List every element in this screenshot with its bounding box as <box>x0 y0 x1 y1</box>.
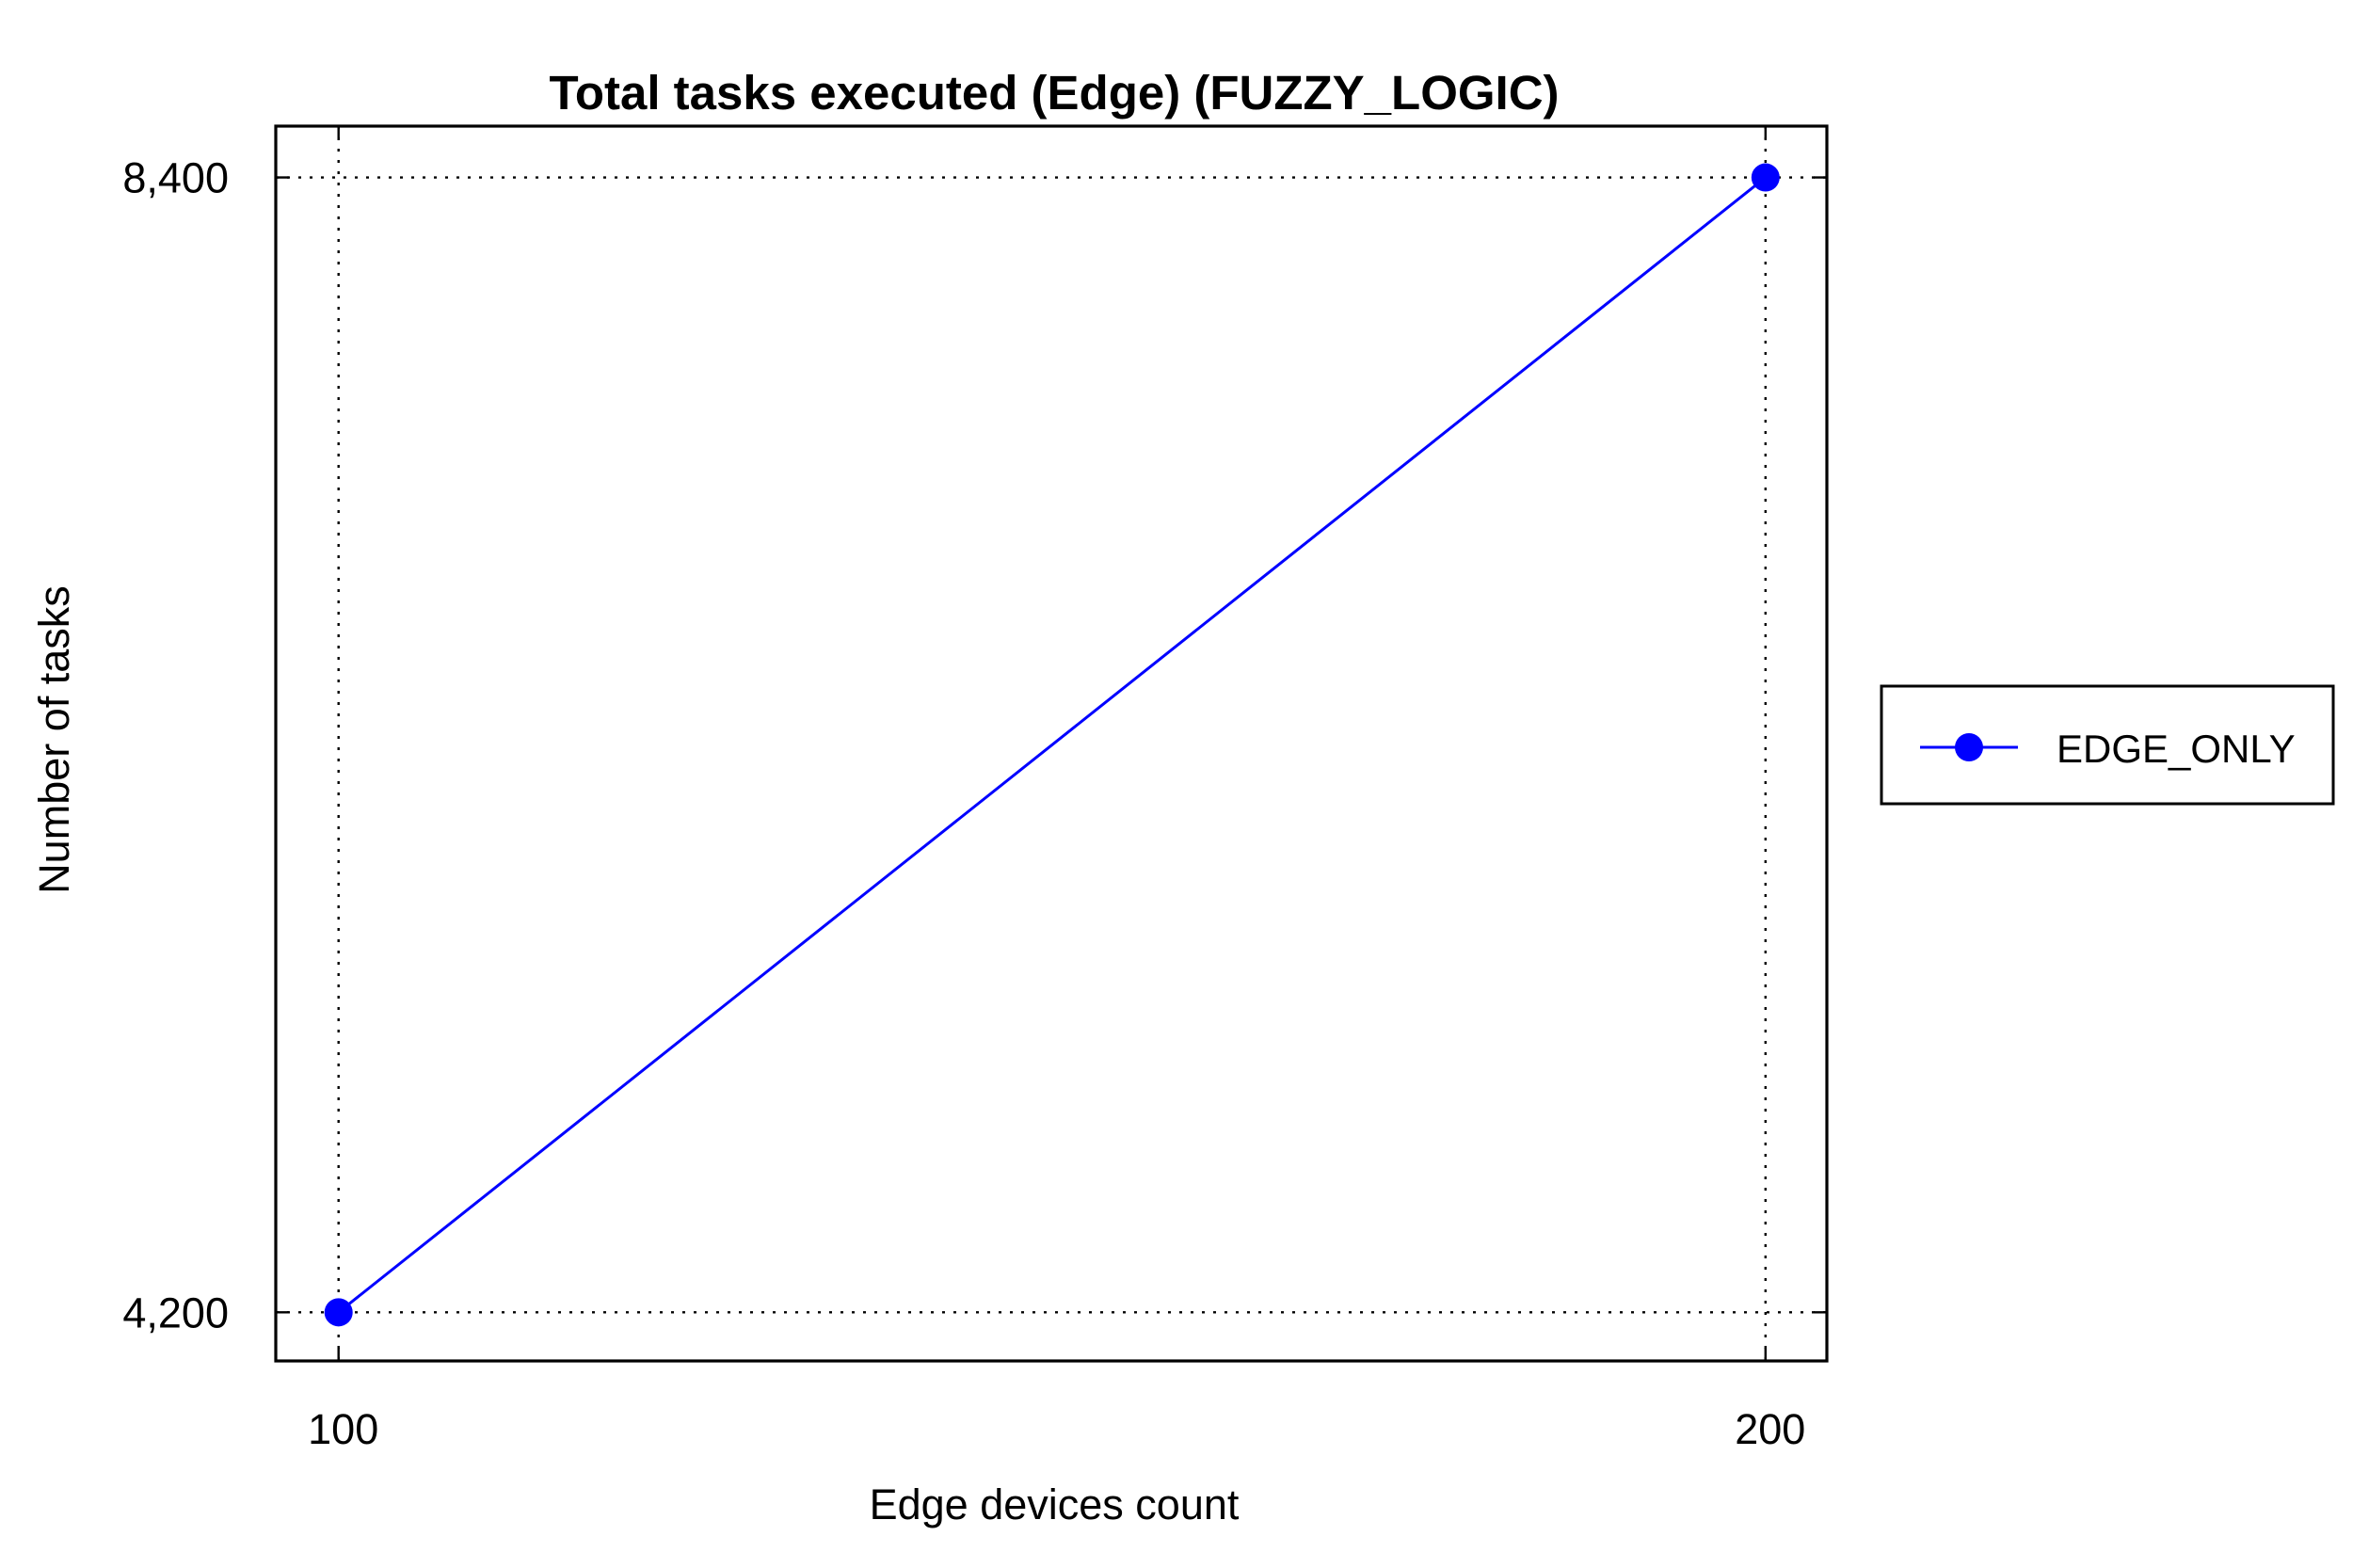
y-tick-label: 4,200 <box>122 1288 229 1336</box>
legend: EDGE_ONLY <box>1880 684 2335 806</box>
legend-box <box>1880 684 2335 806</box>
series-layer <box>324 163 1780 1327</box>
x-axis-label: Edge devices count <box>870 1480 1240 1528</box>
legend-marker-edge-only <box>1955 733 1983 761</box>
data-point <box>1751 163 1780 192</box>
data-point <box>324 1298 353 1327</box>
x-tick-label: 100 <box>308 1405 378 1453</box>
y-axis-label: Number of tasks <box>30 585 78 894</box>
y-tick-labels: 4,200 8,400 <box>122 154 229 1337</box>
plot-frame <box>274 124 1829 1363</box>
y-tick-label: 8,400 <box>122 154 229 202</box>
series-line <box>337 176 1767 1314</box>
chart-title: Total tasks executed (Edge) (FUZZY_LOGIC… <box>549 66 1559 120</box>
x-tick-label: 200 <box>1735 1405 1805 1453</box>
legend-label-edge-only: EDGE_ONLY <box>2057 727 2296 771</box>
x-tick-labels: 100 200 <box>308 1405 1805 1453</box>
grid-lines <box>276 126 1827 1361</box>
axis-ticks <box>276 126 1827 1361</box>
